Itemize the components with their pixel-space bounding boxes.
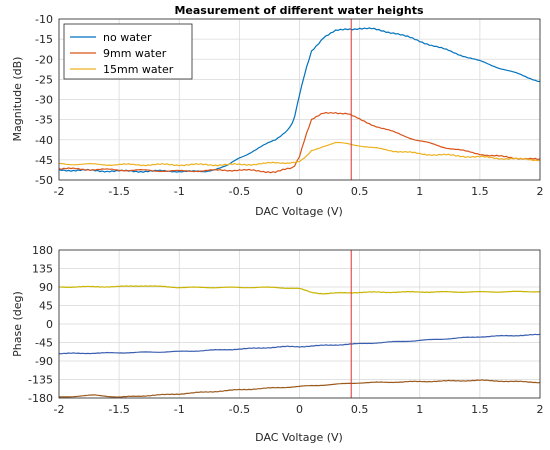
series-line-3: [59, 379, 541, 398]
x-tick-label: -1.5: [108, 403, 129, 416]
magnitude-x-axis-label: DAC Voltage (V): [255, 205, 343, 218]
legend-box: [63, 23, 193, 80]
magnitude-y-axis-label: Magnitude (dB): [11, 57, 24, 142]
y-tick-label: -15: [35, 33, 53, 46]
x-tick-label: -0.5: [229, 185, 250, 198]
series-line-1: [58, 285, 541, 295]
x-tick-label: 1.5: [471, 403, 489, 416]
y-tick-label: 180: [32, 244, 53, 257]
phase-x-axis-label: DAC Voltage (V): [255, 431, 343, 444]
y-tick-label: -135: [28, 374, 53, 387]
y-tick-label: -45: [35, 337, 53, 350]
legend-label-no-water: no water: [103, 31, 152, 44]
y-tick-label: -90: [35, 355, 53, 368]
x-tick-label: 1: [416, 403, 423, 416]
phase-plot: -2 -1.5 -1 -0.5 0 0.5 1 1.5 2 180 135 90 45 0 -45 -90 -…: [11, 244, 544, 444]
x-tick-label: 0.5: [351, 185, 369, 198]
y-tick-label: -40: [35, 134, 53, 147]
x-tick-label: 2: [537, 403, 544, 416]
series-line-2: [58, 111, 541, 174]
x-tick-label: 0: [296, 185, 303, 198]
magnitude-plot-frame: [58, 18, 541, 181]
series-line-1: [58, 27, 541, 173]
series-line-2: [58, 333, 541, 355]
magnitude-series: [58, 27, 541, 174]
phase-plot-frame: [58, 249, 541, 399]
phase-y-axis-label: Phase (deg): [11, 291, 24, 357]
y-tick-label: -30: [35, 94, 53, 107]
x-tick-label: 0.5: [351, 403, 369, 416]
phase-y-tick-labels: 180 135 90 45 0 -45 -90 -135 -180: [28, 244, 53, 405]
legend-label-9mm-water: 9mm water: [103, 47, 167, 60]
x-tick-label: -1.5: [108, 185, 129, 198]
x-tick-label: -1: [174, 403, 185, 416]
y-tick-label: -35: [35, 114, 53, 127]
x-tick-label: -1: [174, 185, 185, 198]
x-tick-label: 1.5: [471, 185, 489, 198]
x-tick-label: -0.5: [229, 403, 250, 416]
y-tick-label: 0: [46, 318, 53, 331]
x-tick-label: -2: [54, 185, 65, 198]
y-tick-label: -180: [28, 392, 53, 405]
phase-x-tick-labels: -2 -1.5 -1 -0.5 0 0.5 1 1.5 2: [54, 403, 544, 416]
y-tick-label: -50: [35, 174, 53, 187]
legend-label-15mm-water: 15mm water: [103, 63, 174, 76]
magnitude-x-tick-labels: -2 -1.5 -1 -0.5 0 0.5 1 1.5 2: [54, 185, 544, 198]
x-tick-label: 1: [416, 185, 423, 198]
legend: no water 9mm water 15mm water: [63, 23, 193, 80]
y-tick-label: 90: [39, 281, 53, 294]
y-tick-label: -10: [35, 13, 53, 26]
x-tick-label: -2: [54, 403, 65, 416]
chart-title: Measurement of different water heights: [174, 4, 424, 17]
phase-series: [58, 285, 541, 398]
y-tick-label: -45: [35, 154, 53, 167]
magnitude-y-tick-labels: -10 -15 -20 -25 -30 -35 -40 -45 -50: [35, 13, 53, 187]
y-tick-label: -20: [35, 53, 53, 66]
y-tick-label: -25: [35, 73, 53, 86]
y-tick-label: 135: [32, 263, 53, 276]
x-tick-label: 2: [537, 185, 544, 198]
series-line-3: [58, 141, 541, 167]
y-tick-label: 45: [39, 300, 53, 313]
magnitude-plot: -2 -1.5 -1 -0.5 0 0.5 1 1.5 2 -10 -15 -20 -25 -30 -35…: [11, 13, 544, 218]
x-tick-label: 0: [296, 403, 303, 416]
